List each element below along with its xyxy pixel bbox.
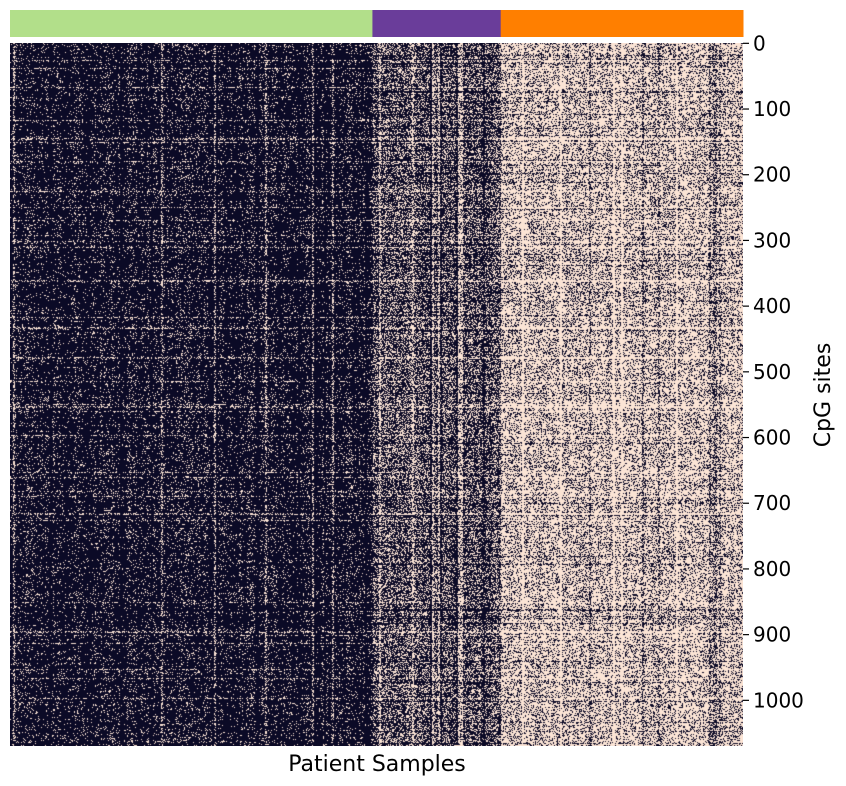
methylation-heatmap-cells — [10, 43, 743, 746]
x-axis-label: Patient Samples — [288, 752, 466, 777]
y-axis: 0 100 200 300 400 500 600 700 800 900 1000 — [743, 31, 804, 712]
y-tick-label: 800 — [753, 557, 791, 581]
y-tick-label: 100 — [753, 97, 791, 121]
y-tick-label: 900 — [753, 623, 791, 647]
group-bar-segment-1 — [10, 10, 373, 37]
y-tick-label: 700 — [753, 491, 791, 515]
y-tick-label: 0 — [753, 31, 766, 55]
y-tick-label: 300 — [753, 228, 791, 252]
y-tick-label: 400 — [753, 294, 791, 318]
group-bar-segment-3 — [500, 10, 744, 37]
y-tick-label: 500 — [753, 360, 791, 384]
y-tick-label: 200 — [753, 163, 791, 187]
group-bar-segment-2 — [372, 10, 502, 37]
y-tick-label: 600 — [753, 426, 791, 450]
y-tick-label: 1000 — [753, 688, 804, 712]
y-axis-label: CpG sites — [811, 343, 836, 448]
sample-group-color-bar — [10, 10, 744, 37]
